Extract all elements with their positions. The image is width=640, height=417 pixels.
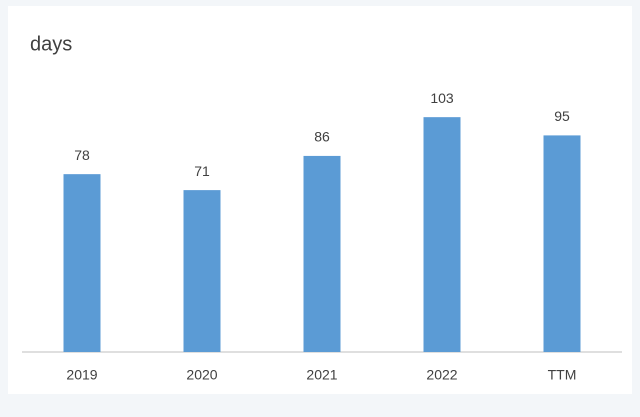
bar — [303, 155, 341, 352]
data-label: 71 — [194, 163, 210, 179]
bar — [183, 190, 221, 352]
bar — [423, 117, 461, 352]
x-tick-label: 2020 — [186, 367, 217, 383]
bar — [63, 174, 101, 352]
data-label: 78 — [74, 147, 90, 163]
data-label: 103 — [430, 90, 454, 106]
x-tick-label: 2019 — [66, 367, 97, 383]
x-tick-label: TTM — [548, 367, 577, 383]
data-label: 95 — [554, 108, 570, 124]
x-tick-label: 2022 — [426, 367, 457, 383]
bar — [543, 135, 581, 352]
data-label: 86 — [314, 129, 330, 145]
x-tick-label: 2021 — [306, 367, 337, 383]
chart-title: days — [30, 33, 72, 55]
